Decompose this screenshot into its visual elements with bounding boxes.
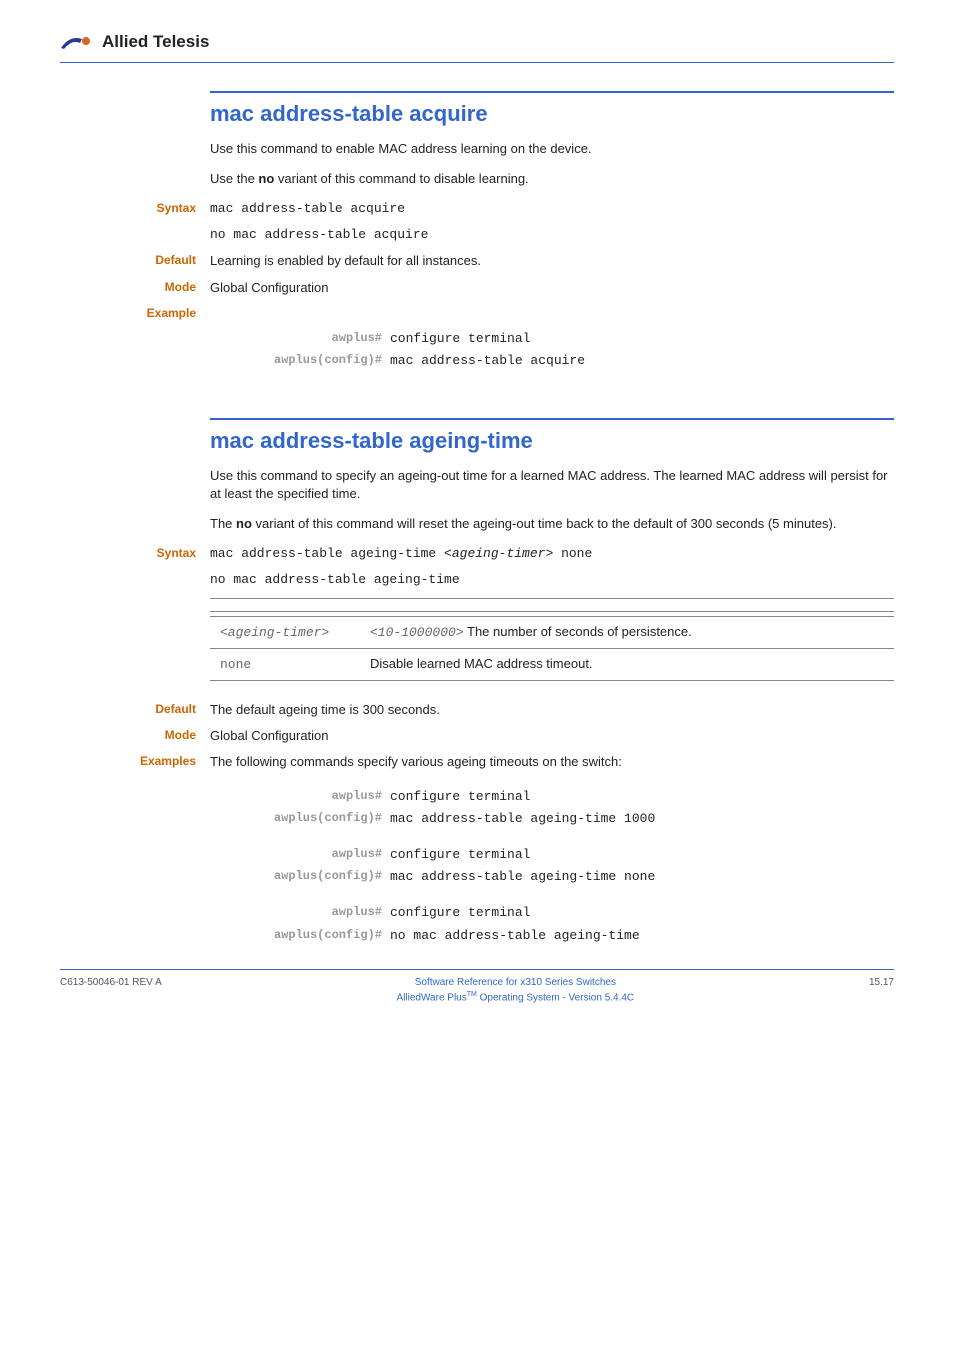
table-row: <ageing-timer> <10-1000000> The number o… — [210, 616, 894, 648]
paragraph: Use this command to specify an ageing-ou… — [210, 467, 894, 503]
footer-line1: Software Reference for x310 Series Switc… — [162, 976, 869, 990]
syntax-row: Syntax mac address-table acquire — [210, 200, 894, 218]
cli-example: awplus# configure terminal awplus(config… — [210, 330, 894, 370]
cli-prompt: awplus(config)# — [210, 352, 390, 370]
cli-command: mac address-table ageing-time 1000 — [390, 810, 655, 828]
footer-version: Operating System - Version 5.4.4C — [477, 992, 634, 1003]
cli-command: mac address-table ageing-time none — [390, 868, 655, 886]
param-range: <10-1000000> — [370, 625, 464, 640]
param-text: The number of seconds of persistence. — [464, 624, 692, 639]
cli-line: awplus(config)# mac address-table acquir… — [210, 352, 894, 370]
page-footer: C613-50046-01 REV A Software Reference f… — [60, 976, 894, 1005]
field-value: The default ageing time is 300 seconds. — [210, 701, 894, 719]
cli-prompt: awplus# — [210, 846, 390, 864]
logo-swoosh-icon — [60, 33, 96, 51]
cli-prompt: awplus# — [210, 788, 390, 806]
default-row: Default The default ageing time is 300 s… — [210, 701, 894, 719]
cli-prompt: awplus(config)# — [210, 810, 390, 828]
syntax-param: <ageing-timer> — [444, 546, 553, 561]
field-label: Syntax — [60, 545, 210, 563]
param-text: Disable learned MAC address timeout. — [370, 656, 593, 671]
default-row: Default Learning is enabled by default f… — [210, 252, 894, 270]
command-title: mac address-table acquire — [210, 99, 894, 130]
cli-command: no mac address-table ageing-time — [390, 927, 640, 945]
cli-line: awplus# configure terminal — [210, 846, 894, 864]
cli-line: awplus(config)# mac address-table ageing… — [210, 810, 894, 828]
cli-example: awplus# configure terminal awplus(config… — [210, 904, 894, 944]
field-label: Mode — [60, 279, 210, 297]
syntax-line: mac address-table acquire — [210, 200, 894, 218]
cli-line: awplus# configure terminal — [210, 788, 894, 806]
cli-example: awplus# configure terminal awplus(config… — [210, 846, 894, 886]
field-label: Examples — [60, 753, 210, 771]
logo-text: Allied Telesis — [102, 30, 209, 54]
param-name: <ageing-timer> — [220, 625, 329, 640]
cli-line: awplus(config)# mac address-table ageing… — [210, 868, 894, 886]
cli-command: configure terminal — [390, 846, 530, 864]
table-row: none Disable learned MAC address timeout… — [210, 648, 894, 680]
field-label: Mode — [60, 727, 210, 745]
cli-command: configure terminal — [390, 330, 530, 348]
footer-center: Software Reference for x310 Series Switc… — [162, 976, 869, 1005]
field-value: Learning is enabled by default for all i… — [210, 252, 894, 270]
header-divider — [60, 62, 894, 63]
example-row: Example — [210, 305, 894, 322]
examples-row: Examples The following commands specify … — [210, 753, 894, 771]
field-label — [60, 226, 210, 244]
field-label: Syntax — [60, 200, 210, 218]
cli-line: awplus# configure terminal — [210, 330, 894, 348]
command-title: mac address-table ageing-time — [210, 426, 894, 457]
field-label: Default — [60, 701, 210, 719]
field-label — [60, 571, 210, 589]
header-logo: Allied Telesis — [60, 30, 894, 54]
page-content: mac address-table acquire Use this comma… — [210, 91, 894, 945]
field-value — [210, 305, 894, 322]
field-value: Global Configuration — [210, 279, 894, 297]
cli-prompt: awplus(config)# — [210, 927, 390, 945]
syntax-line: no mac address-table ageing-time — [210, 571, 894, 589]
footer-divider — [60, 969, 894, 970]
parameter-table: <ageing-timer> <10-1000000> The number o… — [210, 598, 894, 681]
cli-line: awplus(config)# no mac address-table age… — [210, 927, 894, 945]
syntax-line: mac address-table ageing-time <ageing-ti… — [210, 545, 894, 563]
syntax-row: no mac address-table ageing-time — [210, 571, 894, 589]
cli-command: mac address-table acquire — [390, 352, 585, 370]
syntax-row: no mac address-table acquire — [210, 226, 894, 244]
syntax-row: Syntax mac address-table ageing-time <ag… — [210, 545, 894, 563]
syntax-post: none — [553, 546, 592, 561]
syntax-pre: mac address-table ageing-time — [210, 546, 444, 561]
section-divider — [210, 91, 894, 93]
cli-command: configure terminal — [390, 904, 530, 922]
syntax-pre: no mac address-table ageing-time — [210, 572, 460, 587]
cli-example: awplus# configure terminal awplus(config… — [210, 788, 894, 828]
cli-prompt: awplus# — [210, 330, 390, 348]
section-divider — [210, 418, 894, 420]
cli-prompt: awplus(config)# — [210, 868, 390, 886]
field-value: Global Configuration — [210, 727, 894, 745]
field-label: Example — [60, 305, 210, 322]
cli-line: awplus# configure terminal — [210, 904, 894, 922]
cli-command: configure terminal — [390, 788, 530, 806]
field-label: Default — [60, 252, 210, 270]
paragraph: Use the no variant of this command to di… — [210, 170, 894, 188]
paragraph: Use this command to enable MAC address l… — [210, 140, 894, 158]
footer-page-number: 15.17 — [869, 976, 894, 990]
footer-doc-id: C613-50046-01 REV A — [60, 976, 162, 990]
mode-row: Mode Global Configuration — [210, 279, 894, 297]
cli-prompt: awplus# — [210, 904, 390, 922]
footer-product: AlliedWare Plus — [397, 992, 467, 1003]
param-desc: <10-1000000> The number of seconds of pe… — [360, 616, 894, 648]
footer-tm: TM — [467, 991, 477, 998]
field-value: The following commands specify various a… — [210, 753, 894, 771]
mode-row: Mode Global Configuration — [210, 727, 894, 745]
param-name: none — [220, 657, 251, 672]
param-desc: Disable learned MAC address timeout. — [360, 648, 894, 680]
syntax-line: no mac address-table acquire — [210, 226, 894, 244]
paragraph: The no variant of this command will rese… — [210, 515, 894, 533]
footer-line2: AlliedWare PlusTM Operating System - Ver… — [162, 990, 869, 1005]
